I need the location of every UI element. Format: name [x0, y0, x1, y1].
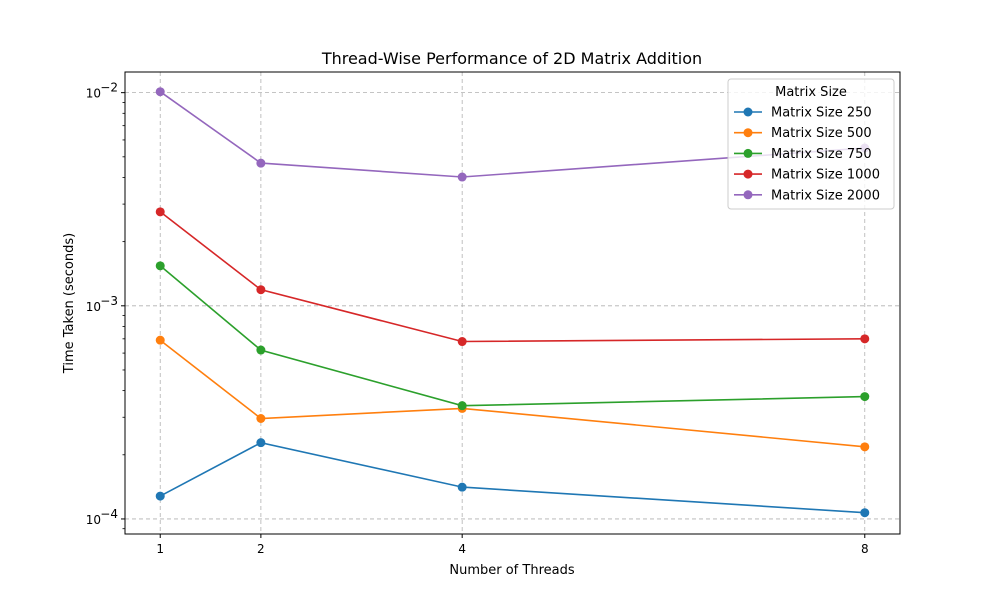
series-line	[159, 265, 865, 407]
data-point	[155, 261, 165, 271]
data-point	[256, 158, 266, 168]
x-tick-label: 1	[156, 542, 164, 556]
legend-entry: Matrix Size 750	[771, 147, 872, 162]
plot-frame	[124, 71, 901, 535]
data-point	[457, 482, 467, 492]
data-point	[155, 491, 165, 501]
data-point	[860, 392, 870, 402]
chart-title: Thread-Wise Performance of 2D Matrix Add…	[321, 49, 702, 68]
data-point	[860, 508, 870, 518]
series-line	[159, 441, 865, 514]
legend-entry: Matrix Size 1000	[771, 168, 880, 183]
data-point	[457, 337, 467, 347]
y-tick-label-exponent: −4	[100, 507, 118, 521]
legend-swatch-marker	[743, 148, 753, 158]
axes: 1 2 4 810−410−310−2	[86, 81, 869, 556]
legend-box	[727, 78, 895, 210]
legend-entry: Matrix Size 2000	[771, 188, 880, 203]
series-line	[159, 91, 865, 178]
data-point	[457, 401, 467, 411]
data-point	[256, 345, 266, 355]
data-point	[155, 207, 165, 217]
legend: Matrix Size Matrix Size 250 Matrix Size 50…	[727, 78, 895, 210]
legend-entry: Matrix Size 500	[771, 126, 872, 141]
x-tick-label: 2	[257, 542, 265, 556]
series-lines	[155, 87, 870, 518]
y-axis-label: Time Taken (seconds)	[62, 233, 77, 374]
y-tick-label-exponent: −3	[100, 294, 118, 308]
data-point	[256, 285, 266, 295]
data-point	[457, 172, 467, 182]
data-point	[860, 442, 870, 452]
legend-swatch-marker	[743, 169, 753, 179]
x-axis-label: Number of Threads	[449, 563, 574, 578]
x-tick-label: 8	[861, 542, 869, 556]
y-tick-label-exponent: −2	[100, 81, 118, 95]
data-point	[155, 335, 165, 345]
data-point	[256, 414, 266, 423]
y-tick-label: 10	[86, 87, 101, 101]
series-line	[159, 211, 865, 343]
legend-swatch-marker	[743, 107, 753, 117]
x-tick-label: 4	[458, 542, 466, 556]
series-line	[159, 339, 865, 448]
y-tick-label: 10	[86, 513, 101, 527]
data-point	[155, 87, 165, 97]
legend-swatch-marker	[743, 128, 753, 138]
legend-entry: Matrix Size 250	[771, 106, 872, 121]
data-point	[860, 334, 870, 344]
y-tick-label: 10	[86, 300, 101, 314]
data-point	[256, 438, 266, 448]
legend-swatch-marker	[743, 190, 753, 200]
legend-title: Matrix Size	[775, 85, 847, 100]
